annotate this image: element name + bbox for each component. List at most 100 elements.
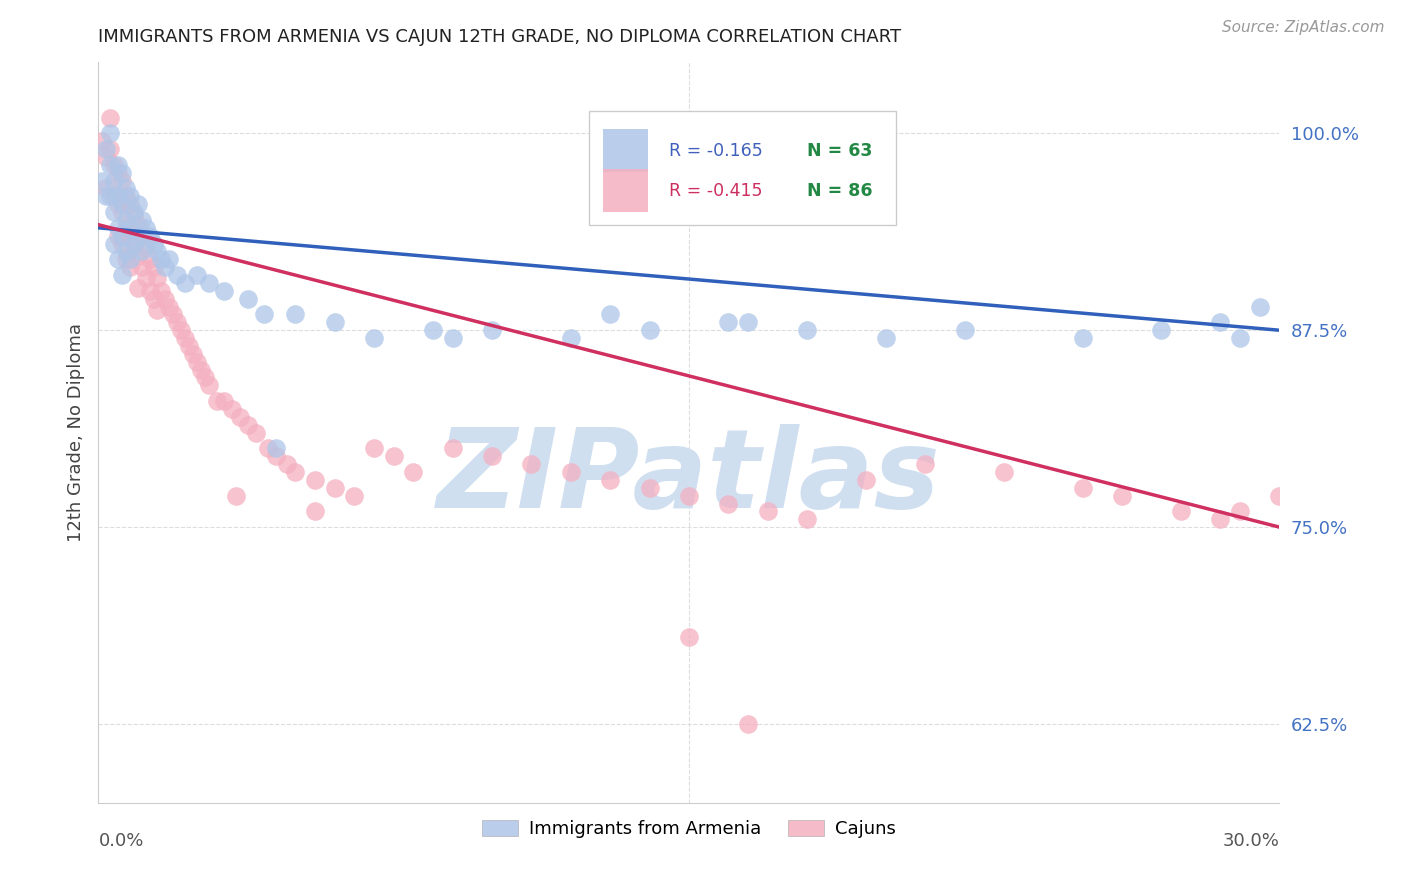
- Point: [98, 189, 121, 203]
- Text: N = 63: N = 63: [807, 142, 872, 160]
- Text: ZIPatlas: ZIPatlas: [437, 424, 941, 531]
- Point: [166, 315, 188, 329]
- Point: [107, 189, 129, 203]
- Point: [245, 425, 267, 440]
- Point: [111, 166, 134, 180]
- Point: [135, 240, 157, 254]
- Text: IMMIGRANTS FROM ARMENIA VS CAJUN 12TH GRADE, NO DIPLOMA CORRELATION CHART: IMMIGRANTS FROM ARMENIA VS CAJUN 12TH GR…: [98, 28, 901, 45]
- Point: [111, 268, 134, 282]
- Point: [229, 409, 252, 424]
- Point: [304, 473, 326, 487]
- Point: [1071, 481, 1094, 495]
- Point: [796, 512, 818, 526]
- Point: [914, 457, 936, 471]
- Point: [118, 189, 141, 203]
- Point: [166, 268, 188, 282]
- Text: 30.0%: 30.0%: [1223, 832, 1279, 850]
- Point: [190, 362, 212, 376]
- Point: [115, 220, 138, 235]
- Point: [363, 442, 385, 456]
- Point: [186, 268, 208, 282]
- Point: [138, 284, 160, 298]
- Point: [599, 473, 621, 487]
- Point: [146, 271, 169, 285]
- Point: [122, 236, 145, 251]
- Point: [1229, 504, 1251, 518]
- Point: [402, 465, 425, 479]
- Point: [98, 142, 121, 156]
- Point: [150, 252, 173, 267]
- Text: R = -0.415: R = -0.415: [669, 182, 762, 200]
- Point: [111, 173, 134, 187]
- Point: [96, 150, 118, 164]
- Point: [131, 260, 153, 275]
- Point: [131, 228, 153, 243]
- Point: [181, 347, 204, 361]
- Point: [323, 315, 346, 329]
- Point: [115, 244, 138, 259]
- Point: [264, 449, 287, 463]
- Point: [343, 489, 366, 503]
- Point: [118, 220, 141, 235]
- Point: [441, 331, 464, 345]
- Point: [146, 302, 169, 317]
- Point: [953, 323, 976, 337]
- Point: [304, 504, 326, 518]
- Point: [107, 197, 129, 211]
- Point: [150, 284, 173, 298]
- Point: [214, 394, 236, 409]
- Point: [1170, 504, 1192, 518]
- Point: [560, 465, 582, 479]
- Point: [1209, 315, 1232, 329]
- Point: [115, 189, 138, 203]
- Point: [422, 323, 444, 337]
- Point: [174, 276, 197, 290]
- Point: [111, 205, 134, 219]
- Point: [155, 260, 177, 275]
- Point: [236, 417, 259, 432]
- Point: [107, 158, 129, 172]
- Point: [103, 205, 125, 219]
- Text: R = -0.165: R = -0.165: [669, 142, 762, 160]
- Point: [1111, 489, 1133, 503]
- Point: [127, 281, 149, 295]
- Point: [717, 496, 740, 510]
- Point: [205, 394, 228, 409]
- Point: [131, 213, 153, 227]
- Text: Source: ZipAtlas.com: Source: ZipAtlas.com: [1222, 20, 1385, 35]
- Point: [142, 292, 165, 306]
- Point: [170, 323, 193, 337]
- Point: [103, 236, 125, 251]
- Point: [756, 504, 779, 518]
- Point: [127, 249, 149, 263]
- Point: [122, 240, 145, 254]
- Point: [96, 189, 118, 203]
- Point: [1249, 300, 1271, 314]
- Point: [382, 449, 405, 463]
- Point: [737, 717, 759, 731]
- Point: [103, 173, 125, 187]
- Point: [1209, 512, 1232, 526]
- Point: [98, 111, 121, 125]
- Point: [678, 631, 700, 645]
- Point: [855, 473, 877, 487]
- Point: [127, 197, 149, 211]
- Point: [157, 252, 180, 267]
- Point: [127, 218, 149, 232]
- Point: [138, 252, 160, 267]
- Point: [174, 331, 197, 345]
- Point: [91, 134, 114, 148]
- Point: [146, 244, 169, 259]
- Point: [236, 292, 259, 306]
- Point: [107, 166, 129, 180]
- Point: [107, 228, 129, 243]
- Point: [118, 252, 141, 267]
- Bar: [603, 169, 648, 212]
- Point: [162, 308, 184, 322]
- Point: [560, 331, 582, 345]
- Point: [186, 355, 208, 369]
- Point: [96, 142, 118, 156]
- Point: [197, 276, 219, 290]
- Point: [737, 315, 759, 329]
- Point: [638, 481, 661, 495]
